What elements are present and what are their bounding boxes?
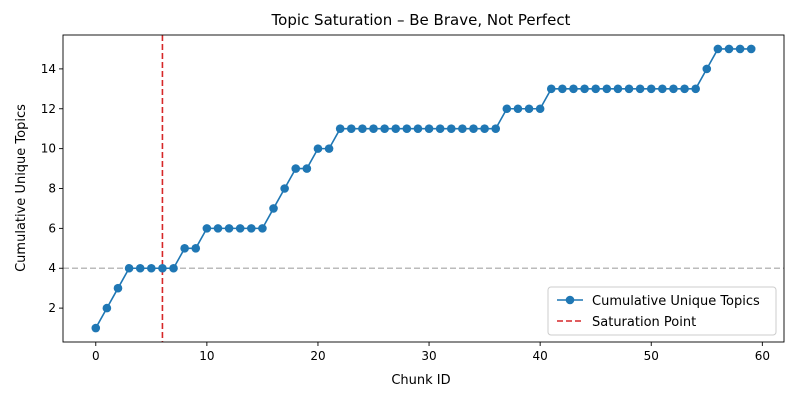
data-point (358, 124, 367, 133)
x-tick-label: 30 (421, 349, 436, 363)
data-point (524, 104, 534, 114)
data-point (113, 283, 123, 293)
data-point (413, 124, 423, 133)
data-point (602, 84, 612, 94)
x-tick-label: 60 (755, 349, 770, 363)
y-tick-label: 6 (48, 221, 56, 235)
data-point (91, 323, 101, 333)
data-point (691, 84, 700, 94)
data-point (469, 124, 478, 133)
data-point (235, 224, 245, 233)
data-point (635, 84, 645, 94)
data-point (591, 84, 600, 94)
data-point (158, 263, 167, 273)
x-tick-label: 40 (533, 349, 548, 363)
legend-series-marker (565, 295, 575, 305)
data-point (380, 124, 389, 133)
data-point (424, 124, 434, 133)
data-point (613, 84, 623, 94)
data-point (402, 124, 412, 133)
data-point (735, 44, 745, 54)
data-point (446, 124, 456, 133)
plot-content (63, 35, 784, 342)
data-point (658, 84, 667, 94)
data-point (646, 84, 656, 94)
data-point (680, 84, 689, 94)
data-point (558, 84, 567, 94)
plot-area: 0 10 20 30 40 50 60 2 4 6 8 10 12 14 (41, 34, 785, 363)
data-point (569, 84, 578, 94)
data-point (291, 164, 301, 173)
x-tick-label: 20 (310, 349, 325, 363)
data-point (180, 244, 189, 253)
data-point (147, 263, 156, 273)
data-point (624, 84, 634, 94)
data-point (546, 84, 556, 94)
data-point (124, 263, 134, 273)
data-point (102, 303, 112, 313)
data-point (346, 124, 356, 133)
y-tick-label: 12 (41, 102, 56, 116)
data-point (491, 124, 501, 133)
data-point (724, 44, 734, 54)
y-tick-label: 4 (48, 261, 56, 275)
data-point (202, 224, 212, 233)
data-point (480, 124, 489, 133)
data-point (502, 104, 512, 114)
x-tick-label: 0 (92, 349, 100, 363)
data-point (746, 44, 756, 54)
data-point (369, 124, 378, 133)
data-point (224, 224, 234, 233)
legend-box (547, 286, 777, 336)
x-tick-label: 50 (644, 349, 659, 363)
x-axis-label: Chunk ID (391, 373, 450, 388)
data-point (135, 263, 145, 273)
data-point (513, 104, 523, 114)
data-point (213, 224, 223, 233)
y-tick-label: 2 (48, 301, 56, 315)
legend-series-label: Cumulative Unique Topics (592, 294, 760, 309)
x-tick-label: 10 (199, 349, 214, 363)
y-tick-label: 14 (41, 62, 56, 76)
data-point (280, 184, 289, 193)
y-tick-label: 10 (41, 142, 56, 156)
data-point (669, 84, 678, 94)
y-tick-label: 8 (48, 182, 56, 196)
data-point (702, 64, 712, 74)
data-point (191, 244, 201, 253)
data-point (302, 164, 312, 173)
legend: Cumulative Unique Topics Saturation Point (547, 286, 777, 336)
legend-saturation-label: Saturation Point (592, 315, 696, 330)
data-point (258, 224, 267, 233)
data-point (580, 84, 589, 94)
data-point (335, 124, 345, 133)
data-point (169, 263, 178, 273)
y-axis-label: Cumulative Unique Topics (14, 104, 29, 272)
data-point (713, 44, 723, 54)
data-point (313, 144, 323, 153)
data-point (269, 204, 278, 213)
data-point (435, 124, 445, 133)
data-point (247, 224, 256, 233)
data-point (324, 144, 334, 153)
data-point (391, 124, 401, 133)
data-point (535, 104, 545, 114)
data-point (458, 124, 467, 133)
chart-title: Topic Saturation – Be Brave, Not Perfect (271, 11, 571, 29)
